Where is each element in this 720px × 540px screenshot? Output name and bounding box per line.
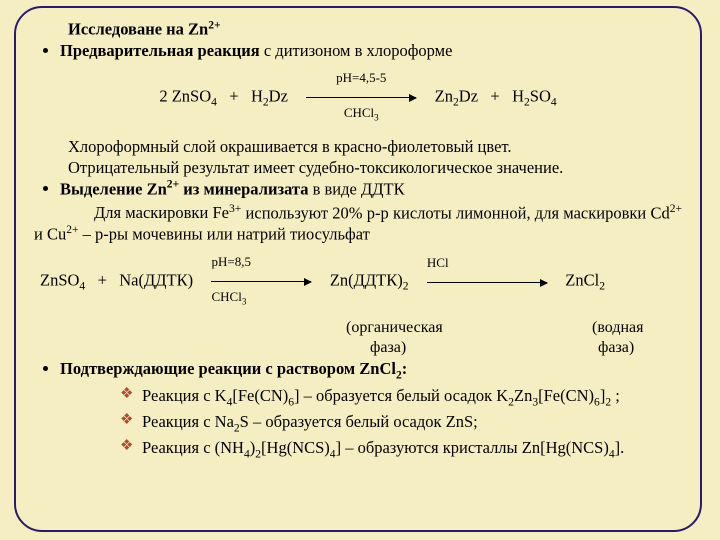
diamond-2: Реакция с Na2S – образуется белый осадок… (120, 411, 682, 436)
diamond-1: Реакция с K4[Fe(CN)6] – образуется белый… (120, 385, 682, 410)
main-list: Предварительная реакция с дитизоном в хл… (46, 40, 682, 61)
bullet-confirm: Подтверждающие реакции с раствором ZnCl2… (60, 358, 682, 462)
main-list-2: Выделение Zn2+ из минерализата в виде ДД… (46, 178, 682, 200)
diamond-3: Реакция с (NH4)2[Hg(NCS)4] – образуются … (120, 437, 682, 462)
bullet-extraction: Выделение Zn2+ из минерализата в виде ДД… (60, 178, 682, 200)
masking-paragraph: Для маскировки Fe3+ используют 20% р-р к… (34, 202, 682, 245)
diamond-list: Реакция с K4[Fe(CN)6] – образуется белый… (120, 385, 682, 462)
arrow-2: pH=8,5 CHCl3 (211, 253, 311, 310)
equation-2: ZnSO4 + Na(ДДТК) pH=8,5 CHCl3 Zn(ДДТК)2 … (40, 253, 682, 310)
bullet-preliminary: Предварительная реакция с дитизоном в хл… (60, 40, 682, 61)
slide-content: Исследоване на Zn2+ Предварительная реак… (34, 18, 682, 462)
phase-labels: (органическаяфаза) (воднаяфаза) (34, 318, 682, 352)
equation-1: 2 ZnSO4 + H2Dz pH=4,5-5 CHCl3 Zn2Dz + H2… (34, 69, 682, 126)
main-list-3: Подтверждающие реакции с раствором ZnCl2… (46, 358, 682, 462)
arrow-1: pH=4,5-5 CHCl3 (306, 69, 416, 126)
title: Исследоване на Zn2+ (68, 18, 682, 40)
arrow-3: HCl (427, 254, 547, 308)
slide-frame: Исследоване на Zn2+ Предварительная реак… (14, 6, 702, 532)
chloroform-line: Хлороформный слой окрашивается в красно-… (68, 136, 682, 157)
title-text: Исследоване на Zn (68, 20, 208, 39)
negative-line: Отрицательный результат имеет судебно-то… (68, 157, 682, 178)
